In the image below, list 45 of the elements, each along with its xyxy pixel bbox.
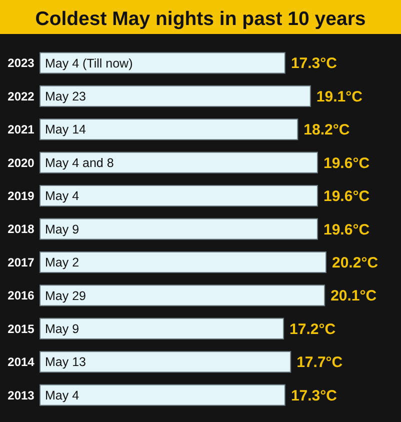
data-label: 19.6°C xyxy=(324,188,370,206)
data-label: 20.1°C xyxy=(330,288,377,305)
annotation: May 4 xyxy=(45,189,80,204)
y-tick-label: 2017 xyxy=(8,255,35,270)
bar xyxy=(40,251,326,274)
annotation: May 9 xyxy=(45,322,80,336)
bar xyxy=(40,184,318,207)
data-label: 20.2°C xyxy=(332,254,378,272)
bar xyxy=(40,318,284,340)
bar xyxy=(40,85,311,107)
y-tick-label: 2019 xyxy=(8,188,35,203)
data-label: 17.3°C xyxy=(290,387,338,404)
data-label: 17.7°C xyxy=(296,354,343,372)
y-tick-label: 2021 xyxy=(8,122,35,137)
annotation: May 13 xyxy=(45,355,86,370)
data-label: 19.6°C xyxy=(324,221,370,238)
bar xyxy=(40,52,286,74)
annotation: May 4 xyxy=(45,388,80,402)
annotation: May 4 and 8 xyxy=(45,156,114,170)
data-label: 19.6°C xyxy=(324,154,370,172)
annotation: May 14 xyxy=(45,122,86,137)
y-tick-label: 2018 xyxy=(8,222,35,236)
y-tick-label: 2016 xyxy=(8,288,35,303)
bar xyxy=(40,351,292,373)
bar xyxy=(40,218,318,240)
annotation: May 29 xyxy=(45,288,86,303)
data-label: 17.3°C xyxy=(290,55,338,72)
annotation: May 4 (Till now) xyxy=(45,56,133,70)
y-tick-label: 2014 xyxy=(8,355,35,370)
y-tick-label: 2015 xyxy=(8,322,35,336)
chart-title: Coldest May nights in past 10 years xyxy=(35,8,366,30)
y-tick-label: 2020 xyxy=(8,156,35,170)
data-label: 17.2°C xyxy=(290,320,336,338)
annotation: May 2 xyxy=(45,256,80,270)
y-tick-label: 2022 xyxy=(8,89,35,104)
bar xyxy=(40,284,326,306)
y-tick-label: 2013 xyxy=(8,388,35,402)
data-label: 18.2°C xyxy=(304,122,350,139)
data-label: 19.1°C xyxy=(316,88,363,106)
bar xyxy=(40,384,286,406)
bar xyxy=(40,152,318,174)
y-tick-label: 2023 xyxy=(8,56,35,70)
annotation: May 23 xyxy=(45,90,86,104)
bar xyxy=(40,118,298,140)
annotation: May 9 xyxy=(45,222,80,236)
